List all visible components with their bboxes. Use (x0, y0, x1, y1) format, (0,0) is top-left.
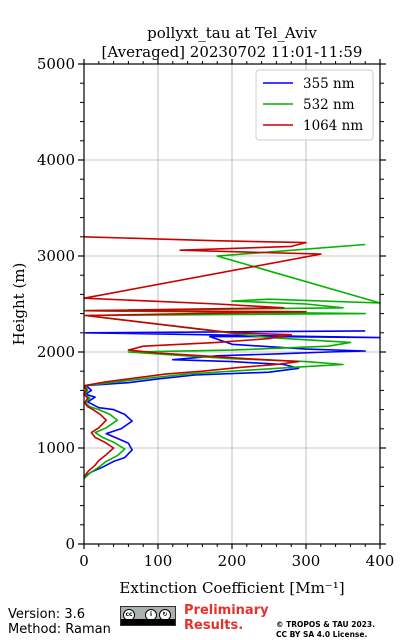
copyright-notice: © TROPOS & TAU 2023. CC BY SA 4.0 Licens… (276, 620, 375, 640)
x-axis-label: Extinction Coefficient [Mm⁻¹] (119, 579, 344, 597)
y-tick-label: 1000 (37, 439, 75, 457)
legend-label-355: 355 nm (303, 76, 355, 92)
x-tick-label: 300 (292, 552, 321, 570)
cc-icon: cc (123, 609, 135, 621)
version-text: Version: 3.6 (8, 607, 85, 622)
x-tick-label: 400 (366, 552, 395, 570)
axis-ticks (78, 59, 386, 549)
license-strip (121, 619, 175, 625)
y-tick-label: 4000 (37, 151, 75, 169)
extinction-profile-chart: pollyxt_tau at Tel_Aviv [Averaged] 20230… (10, 24, 395, 597)
legend-box (255, 69, 374, 141)
plot-frame (83, 63, 381, 545)
y-tick-label: 0 (65, 535, 75, 553)
copyright-line-1: © TROPOS & TAU 2023. (276, 620, 375, 629)
y-tick-label: 5000 (37, 55, 75, 73)
preliminary-line-1: Preliminary (184, 603, 269, 618)
cc-license-badge: cc i ↻ (120, 606, 176, 626)
series-line-532-nm (83, 243, 381, 480)
series-line-355-nm (83, 330, 381, 478)
copyright-line-2: CC BY SA 4.0 License. (276, 630, 368, 639)
series-layer (83, 236, 381, 480)
method-text: Method: Raman (8, 622, 111, 637)
x-tick-label: 0 (79, 552, 89, 570)
chart-subtitle: [Averaged] 20230702 11:01-11:59 (102, 43, 363, 61)
y-tick-label: 3000 (37, 247, 75, 265)
x-tick-label: 200 (218, 552, 247, 570)
legend: 355 nm 532 nm 1064 nm (255, 69, 374, 141)
legend-label-532: 532 nm (303, 97, 355, 113)
y-axis-label: Height (m) (10, 263, 28, 346)
legend-label-1064: 1064 nm (303, 118, 363, 134)
series-line-1064-nm (83, 236, 322, 478)
y-tick-label: 2000 (37, 343, 75, 361)
chart-title: pollyxt_tau at Tel_Aviv (147, 24, 317, 42)
preliminary-line-2: Results. (184, 618, 244, 633)
preliminary-results-label: Preliminary Results. (184, 603, 269, 633)
x-tick-label: 100 (144, 552, 173, 570)
